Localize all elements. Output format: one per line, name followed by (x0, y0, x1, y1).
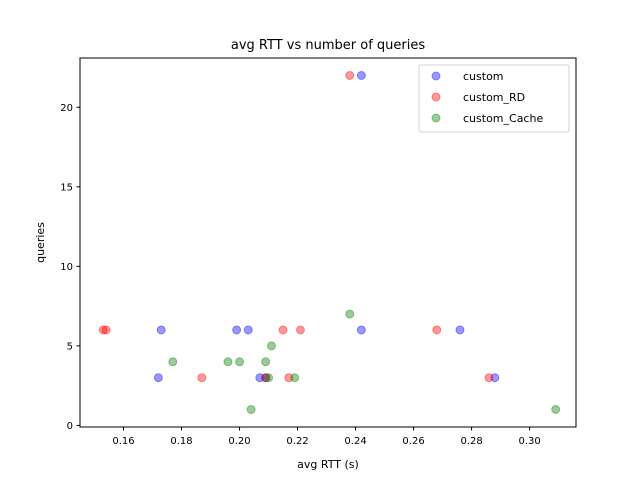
data-point (98, 325, 108, 335)
x-tick-label: 0.30 (518, 436, 540, 447)
data-point (261, 373, 271, 383)
x-tick-label: 0.20 (228, 436, 250, 447)
legend-label: custom_Cache (463, 112, 543, 125)
data-point (153, 373, 163, 383)
legend: custom custom_RD custom_Cache (418, 64, 570, 133)
data-point (246, 405, 256, 415)
data-point (278, 325, 288, 335)
data-point (235, 357, 245, 367)
legend-marker (431, 71, 441, 81)
axes-frame (79, 57, 577, 428)
x-tick-label: 0.28 (460, 436, 482, 447)
plot-area (98, 70, 561, 415)
y-axis-ticks: 0 5 10 15 20 (60, 103, 80, 432)
series-custom-cache (168, 309, 561, 415)
data-point (264, 373, 274, 383)
y-axis-label: queries (34, 222, 47, 263)
data-point (490, 373, 500, 383)
x-axis-label: avg RTT (s) (297, 458, 359, 471)
data-point (432, 325, 442, 335)
x-axis-ticks: 0.16 0.18 0.20 0.22 0.24 0.26 0.28 0.30 (112, 427, 541, 447)
data-point (223, 357, 233, 367)
y-tick-label: 10 (60, 262, 73, 273)
data-point (261, 357, 271, 367)
x-tick-label: 0.24 (344, 436, 366, 447)
x-tick-label: 0.26 (402, 436, 424, 447)
legend-marker (431, 92, 441, 102)
data-point (356, 70, 366, 80)
data-point (356, 325, 366, 335)
legend-label: custom_RD (463, 91, 525, 104)
data-point (345, 309, 355, 319)
y-tick-label: 20 (60, 103, 73, 114)
chart-title: avg RTT vs number of queries (231, 38, 425, 53)
x-tick-label: 0.16 (112, 436, 134, 447)
data-point (295, 325, 305, 335)
data-point (156, 325, 166, 335)
legend-marker (431, 113, 441, 123)
data-point (455, 325, 465, 335)
data-point (551, 405, 561, 415)
data-point (284, 373, 294, 383)
x-tick-label: 0.22 (286, 436, 308, 447)
data-point (484, 373, 494, 383)
legend-frame (418, 64, 570, 133)
legend-label: custom (463, 70, 504, 83)
data-point (345, 70, 355, 80)
data-point (261, 373, 271, 383)
y-tick-label: 5 (67, 341, 73, 352)
y-tick-label: 15 (60, 182, 73, 193)
series-custom (153, 70, 500, 383)
data-point (243, 325, 253, 335)
data-point (232, 325, 242, 335)
data-point (266, 341, 276, 351)
series-custom-rd (98, 70, 494, 383)
x-tick-label: 0.18 (170, 436, 192, 447)
data-point (101, 325, 111, 335)
data-point (255, 373, 265, 383)
data-point (168, 357, 178, 367)
y-tick-label: 0 (67, 421, 73, 432)
data-point (290, 373, 300, 383)
data-point (197, 373, 207, 383)
